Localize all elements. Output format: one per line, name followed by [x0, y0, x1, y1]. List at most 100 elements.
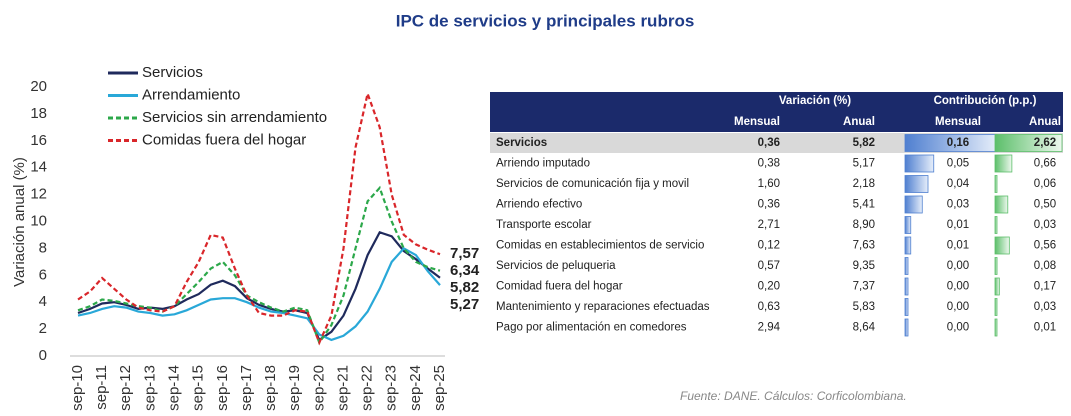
y-tick-label: 14 — [30, 159, 47, 176]
row-label: Comidad fuera del hogar — [496, 281, 623, 293]
cell-value: 5,41 — [853, 199, 875, 211]
series-line — [77, 185, 441, 345]
cell-value: 8,64 — [853, 322, 876, 334]
title: IPC de servicios y principales rubros — [396, 11, 695, 30]
group-header: Variación (%) — [779, 95, 851, 107]
row-label: Comidas en establecimientos de servicio — [496, 240, 704, 252]
legend-label: Servicios — [142, 64, 203, 81]
contrib-bar — [904, 277, 909, 296]
x-tick-label: sep-25 — [431, 365, 448, 411]
cell-value: 9,35 — [853, 260, 875, 272]
end-value-label: 6,34 — [450, 262, 480, 279]
table-header-bg — [490, 92, 1063, 132]
contrib-bar — [994, 318, 998, 337]
cell-value: 1,60 — [758, 178, 780, 190]
contrib-bar — [994, 175, 998, 193]
cell-value: 0,01 — [1034, 322, 1056, 334]
legend-label: Servicios sin arrendamiento — [142, 109, 327, 126]
cell-value: 0,57 — [758, 260, 780, 272]
cell-value: 0,06 — [1034, 178, 1056, 190]
contrib-bar — [904, 257, 909, 275]
contrib-bar — [904, 318, 909, 337]
y-tick-label: 4 — [39, 293, 47, 310]
column-header: Anual — [1029, 116, 1061, 128]
row-label: Mantenimiento y reparaciones efectuadas — [496, 301, 710, 313]
y-tick-label: 16 — [30, 132, 47, 149]
cell-value: 0,04 — [947, 178, 970, 190]
cell-value: 0,03 — [1034, 219, 1056, 231]
cell-value: 0,56 — [1034, 240, 1056, 252]
y-tick-label: 2 — [39, 320, 47, 337]
contrib-bar — [994, 134, 1063, 152]
y-tick-label: 10 — [30, 212, 47, 229]
cell-value: 0,08 — [1034, 260, 1056, 272]
series-line — [77, 89, 441, 346]
cell-value: 0,38 — [758, 158, 780, 170]
contrib-bar — [904, 195, 923, 214]
contrib-bar — [904, 175, 929, 193]
cell-value: 8,90 — [853, 219, 875, 231]
group-header: Contribución (p.p.) — [934, 95, 1037, 107]
x-tick-label: sep-20 — [310, 365, 327, 411]
row-label: Servicios de comunicación fija y movil — [496, 178, 689, 190]
x-tick-label: sep-19 — [286, 365, 303, 411]
source-note: Fuente: DANE. Cálculos: Corficolombiana. — [680, 389, 907, 403]
x-tick-label: sep-15 — [190, 365, 207, 411]
cell-value: 0,05 — [947, 158, 969, 170]
cell-value: 2,18 — [853, 178, 875, 190]
x-tick-label: sep-21 — [334, 365, 351, 411]
cell-value: 0,00 — [947, 322, 969, 334]
contrib-bar — [904, 216, 912, 234]
x-tick-label: sep-17 — [238, 365, 255, 411]
x-tick-label: sep-10 — [69, 365, 86, 411]
cell-value: 0,36 — [758, 137, 780, 149]
row-label: Pago por alimentación en comedores — [496, 322, 687, 334]
cell-value: 0,63 — [758, 301, 780, 313]
column-header: Mensual — [935, 116, 981, 128]
cell-value: 0,12 — [758, 240, 780, 252]
x-tick-label: sep-13 — [141, 365, 158, 411]
x-tick-label: sep-18 — [262, 365, 279, 411]
y-axis-label: Variación anual (%) — [11, 157, 28, 287]
row-label: Servicios — [496, 137, 547, 149]
contrib-bar — [994, 195, 1009, 214]
y-tick-label: 0 — [39, 347, 47, 364]
cell-value: 0,50 — [1034, 199, 1056, 211]
cell-value: 0,03 — [947, 199, 969, 211]
contrib-bar — [994, 298, 998, 316]
cell-value: 0,16 — [947, 137, 969, 149]
end-value-label: 7,57 — [450, 245, 479, 262]
x-tick-label: sep-16 — [214, 365, 231, 411]
cell-value: 0,01 — [947, 219, 969, 231]
contrib-bar — [904, 236, 912, 255]
cell-value: 5,83 — [853, 301, 875, 313]
cell-value: 2,94 — [758, 322, 781, 334]
y-tick-label: 6 — [39, 266, 47, 283]
cell-value: 0,20 — [758, 281, 780, 293]
contrib-bar — [904, 298, 909, 316]
cell-value: 0,01 — [947, 240, 969, 252]
x-tick-label: sep-12 — [117, 365, 134, 411]
cell-value: 5,17 — [853, 158, 875, 170]
column-header: Mensual — [734, 116, 780, 128]
legend-label: Arrendamiento — [142, 86, 240, 103]
cell-value: 0,00 — [947, 260, 969, 272]
series-line — [77, 247, 441, 342]
cell-value: 0,66 — [1034, 158, 1056, 170]
cell-value: 2,62 — [1034, 137, 1056, 149]
y-tick-label: 18 — [30, 105, 47, 122]
row-label: Servicios de peluqueria — [496, 260, 616, 272]
legend-label: Comidas fuera del hogar — [142, 131, 306, 148]
cell-value: 5,82 — [853, 137, 875, 149]
contrib-bar — [994, 154, 1013, 173]
cell-value: 2,71 — [758, 219, 780, 231]
cell-value: 0,00 — [947, 281, 969, 293]
x-tick-label: sep-14 — [166, 365, 183, 411]
x-tick-label: sep-23 — [383, 365, 400, 411]
end-value-label: 5,27 — [450, 296, 479, 313]
contrib-bar — [994, 216, 998, 234]
contrib-bar — [994, 257, 998, 275]
x-tick-label: sep-22 — [359, 365, 376, 411]
cell-value: 0,36 — [758, 199, 780, 211]
